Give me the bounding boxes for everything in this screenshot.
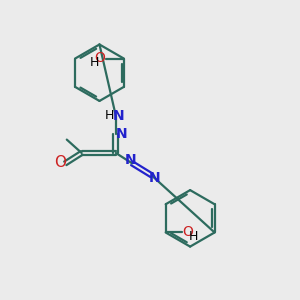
Text: O: O: [54, 155, 66, 170]
Text: H: H: [105, 109, 114, 122]
Text: O: O: [94, 51, 105, 65]
Text: N: N: [149, 171, 161, 184]
Text: H: H: [189, 230, 198, 243]
Text: O: O: [183, 225, 194, 238]
Text: N: N: [125, 153, 136, 167]
Text: H: H: [89, 56, 99, 69]
Text: N: N: [113, 109, 124, 123]
Text: N: N: [116, 127, 127, 141]
